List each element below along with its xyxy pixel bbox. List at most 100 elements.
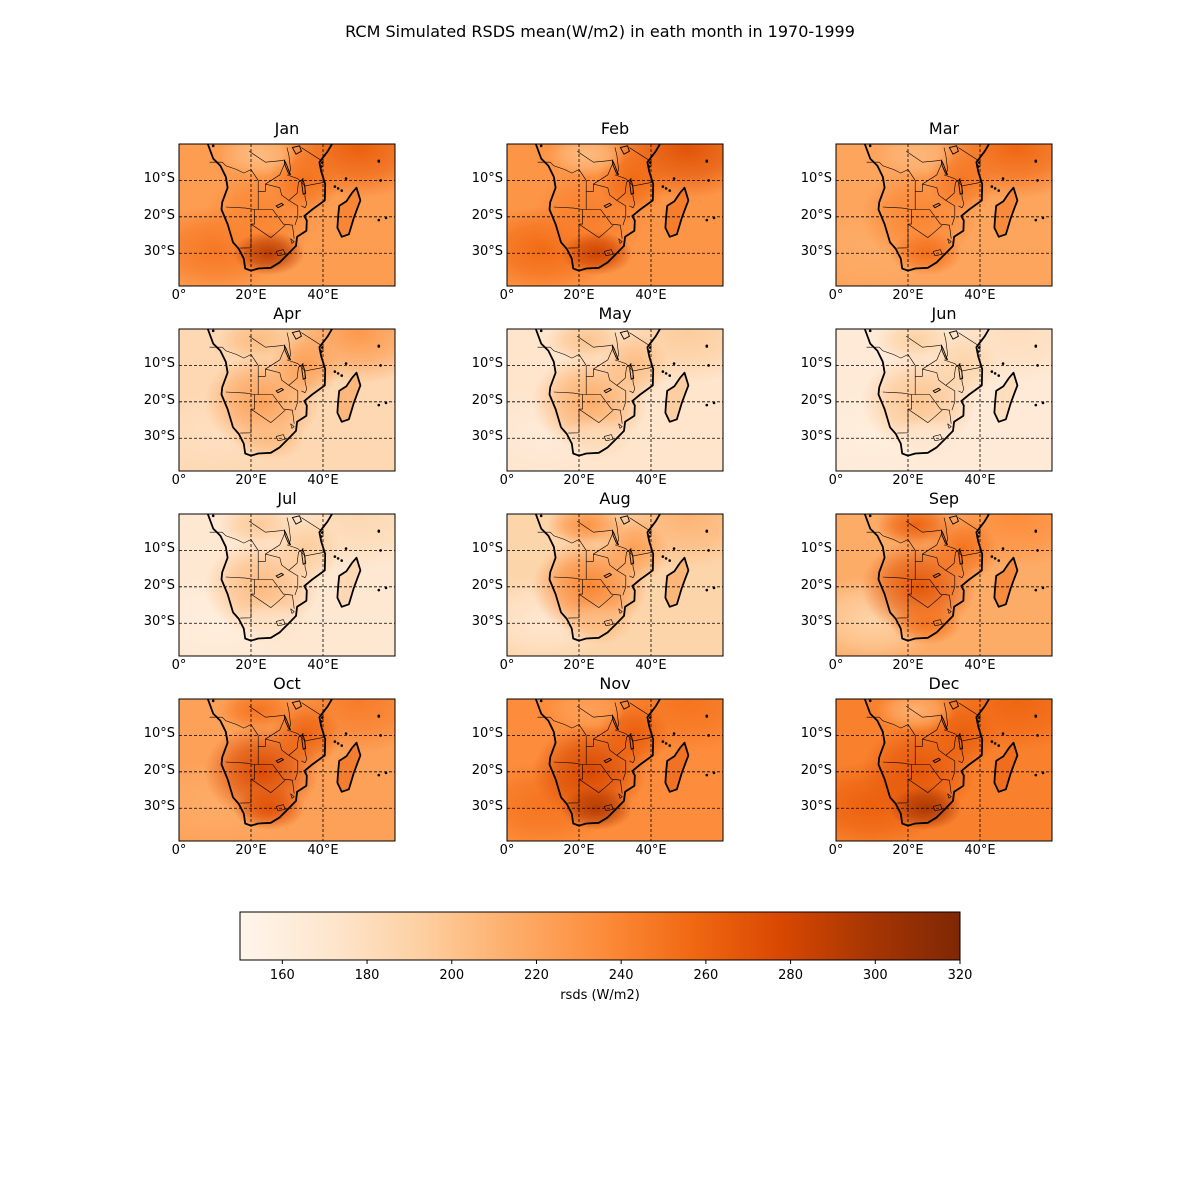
lon-tick-label: 20°E (563, 843, 595, 858)
country-border (922, 183, 956, 226)
panel-title-jan: Jan (274, 119, 300, 138)
island (661, 740, 665, 743)
island (336, 372, 340, 375)
lat-tick-label: 20°S (471, 207, 503, 223)
island (333, 185, 337, 188)
country-border (537, 346, 587, 377)
island (993, 742, 997, 745)
island (333, 370, 337, 373)
lon-tick-label: 40°E (964, 843, 996, 858)
island (377, 403, 381, 407)
island (1034, 160, 1038, 163)
country-border (265, 368, 299, 411)
lake-outline (301, 733, 307, 750)
island (336, 187, 340, 190)
country-border (275, 249, 286, 257)
island (539, 144, 543, 148)
panel-title-nov: Nov (599, 674, 631, 693)
lake-outline (619, 145, 630, 155)
island (384, 401, 388, 405)
island (868, 514, 872, 518)
country-border (537, 161, 587, 192)
lake-outline (619, 515, 630, 525)
island (668, 559, 672, 562)
lake-outline (958, 178, 964, 195)
panel-title-apr: Apr (273, 304, 301, 323)
country-border (593, 183, 627, 226)
country-border (578, 764, 583, 797)
island (976, 535, 980, 538)
country-border (882, 206, 925, 210)
country-border (553, 206, 596, 210)
island (340, 189, 344, 192)
country-border (265, 183, 299, 226)
island (672, 177, 676, 180)
panel-frame (835, 328, 1053, 472)
lon-tick-label: 20°E (235, 658, 267, 673)
country-border (249, 706, 284, 718)
colorbar-tick-label: 320 (947, 968, 973, 983)
country-border (616, 178, 632, 201)
lat-tick-label: 30°S (143, 244, 175, 260)
country-border (209, 531, 259, 562)
coastline-madagascar (336, 186, 362, 238)
colorbar (239, 911, 961, 961)
island (320, 346, 324, 349)
country-border (275, 804, 286, 812)
country-border (286, 729, 325, 742)
country-border (595, 209, 623, 239)
island (344, 177, 348, 180)
panel-frame (178, 328, 396, 472)
country-border (907, 593, 943, 608)
lat-tick-label: 10°S (143, 541, 175, 557)
lake-outline (958, 733, 964, 750)
field-north (218, 699, 298, 732)
lat-tick-label: 30°S (471, 429, 503, 445)
island (997, 374, 1001, 377)
colorbar-tick-label: 220 (524, 968, 549, 983)
country-border (947, 238, 952, 244)
island (707, 549, 710, 552)
panel-title-jun: Jun (931, 304, 957, 323)
field-north (546, 699, 626, 732)
country-border (614, 544, 653, 557)
country-border (578, 579, 583, 612)
lat-tick-label: 20°S (800, 207, 832, 223)
island (211, 144, 215, 148)
island (377, 530, 381, 533)
country-border (629, 517, 650, 531)
lon-tick-label: 0° (171, 843, 187, 858)
country-border (922, 368, 956, 411)
island (661, 370, 665, 373)
island (990, 370, 994, 373)
country-border (907, 408, 943, 423)
panel-frame (506, 513, 724, 657)
coastline-africa (863, 144, 990, 272)
country-border (578, 394, 583, 427)
country-border (267, 209, 295, 239)
island (1034, 530, 1038, 533)
country-border (225, 391, 268, 395)
lon-tick-label: 40°E (307, 658, 339, 673)
country-border (866, 161, 916, 192)
island (539, 329, 543, 333)
country-border (578, 223, 614, 238)
lake-outline (948, 145, 959, 155)
country-border (947, 423, 952, 429)
country-border (906, 151, 941, 163)
country-border (240, 611, 252, 619)
lake-outline (948, 330, 959, 340)
country-border (288, 178, 304, 201)
lake-outline (958, 363, 964, 380)
country-border (943, 729, 982, 742)
lon-tick-label: 0° (499, 843, 515, 858)
island (384, 586, 388, 590)
lake-outline (611, 344, 620, 361)
country-border (537, 531, 587, 562)
map-panel-jul (178, 513, 396, 657)
country-border (286, 544, 325, 557)
country-border (907, 209, 912, 242)
lat-tick-label: 20°S (471, 392, 503, 408)
coastline-madagascar (664, 556, 690, 608)
country-border (240, 796, 252, 804)
